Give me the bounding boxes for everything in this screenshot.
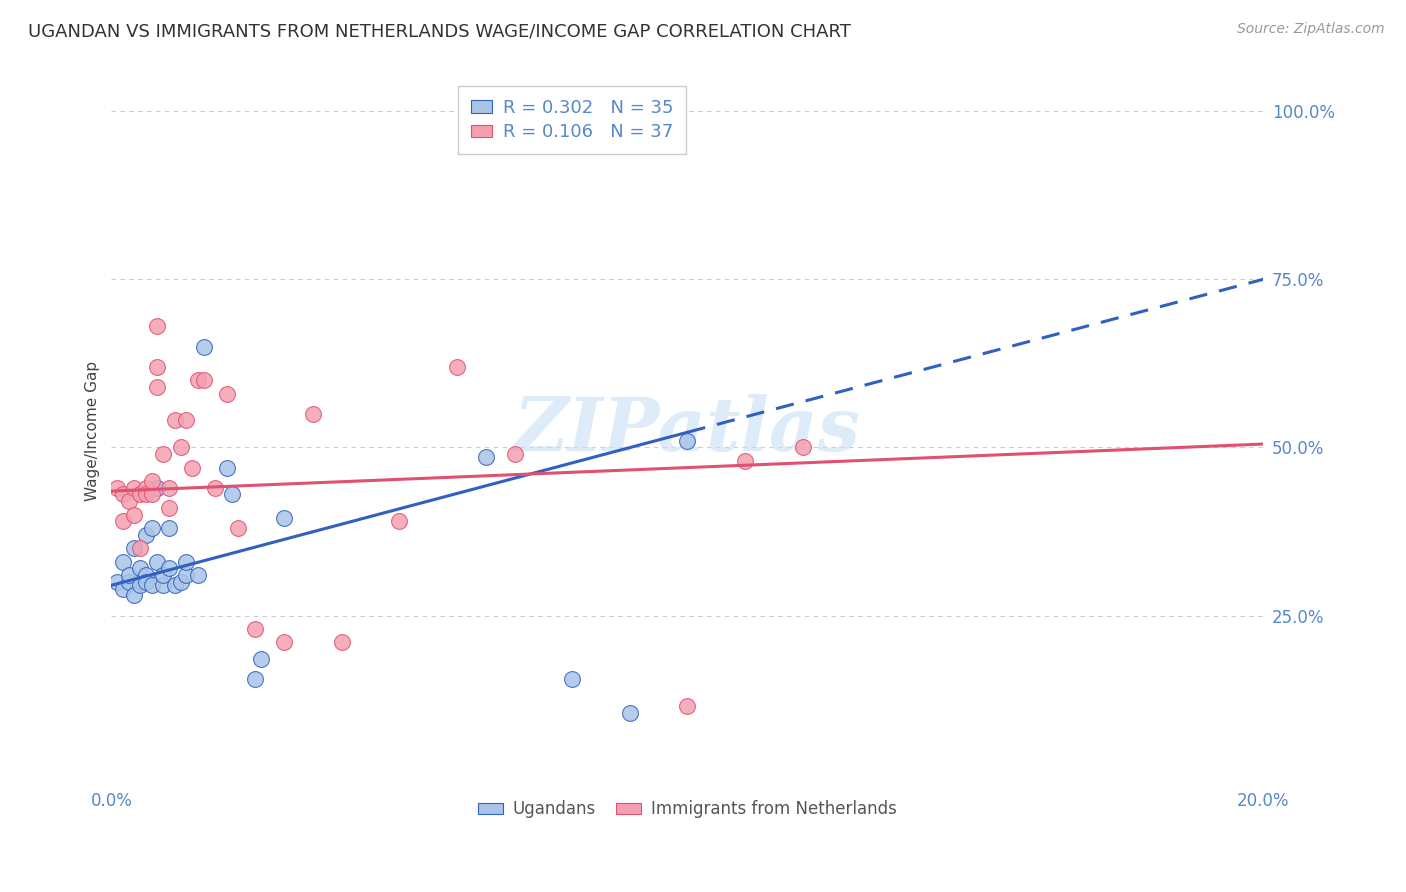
Point: [187, 568, 209, 582]
Point: [152, 568, 174, 582]
Point: [245, 622, 267, 636]
Point: [204, 481, 226, 495]
Point: [129, 578, 152, 592]
Point: [146, 555, 169, 569]
Point: [118, 494, 141, 508]
Point: [141, 474, 163, 488]
Point: [141, 521, 163, 535]
Point: [174, 555, 197, 569]
Point: [676, 434, 699, 448]
Point: [388, 515, 411, 529]
Point: [135, 574, 157, 589]
Point: [163, 413, 186, 427]
Point: [141, 578, 163, 592]
Point: [157, 561, 180, 575]
Point: [169, 574, 191, 589]
Point: [129, 487, 152, 501]
Point: [157, 500, 180, 515]
Point: [118, 574, 141, 589]
Point: [792, 441, 814, 455]
Point: [157, 521, 180, 535]
Point: [181, 460, 204, 475]
Point: [146, 319, 169, 334]
Point: [330, 635, 353, 649]
Point: [446, 359, 468, 374]
Point: [141, 487, 163, 501]
Point: [111, 582, 134, 596]
Point: [129, 561, 152, 575]
Point: [169, 441, 191, 455]
Point: [734, 454, 756, 468]
Point: [146, 380, 169, 394]
Point: [215, 460, 238, 475]
Point: [226, 521, 249, 535]
Point: [152, 447, 174, 461]
Point: [302, 407, 325, 421]
Point: [215, 386, 238, 401]
Point: [111, 487, 134, 501]
Point: [273, 635, 295, 649]
Point: [163, 578, 186, 592]
Point: [187, 373, 209, 387]
Y-axis label: Wage/Income Gap: Wage/Income Gap: [86, 360, 100, 500]
Point: [146, 481, 169, 495]
Point: [475, 450, 498, 465]
Point: [152, 578, 174, 592]
Point: [174, 413, 197, 427]
Point: [111, 555, 134, 569]
Legend: Ugandans, Immigrants from Netherlands: Ugandans, Immigrants from Netherlands: [471, 794, 904, 825]
Point: [105, 481, 128, 495]
Text: Source: ZipAtlas.com: Source: ZipAtlas.com: [1237, 22, 1385, 37]
Point: [676, 699, 699, 714]
Point: [118, 568, 141, 582]
Point: [193, 373, 215, 387]
Point: [157, 481, 180, 495]
Point: [193, 339, 215, 353]
Point: [124, 588, 146, 602]
Point: [619, 706, 641, 720]
Point: [105, 574, 128, 589]
Point: [221, 487, 243, 501]
Point: [273, 511, 295, 525]
Point: [135, 568, 157, 582]
Point: [135, 487, 157, 501]
Point: [561, 673, 583, 687]
Point: [129, 541, 152, 556]
Point: [174, 568, 197, 582]
Text: ZIPatlas: ZIPatlas: [515, 394, 860, 467]
Point: [111, 515, 134, 529]
Point: [503, 447, 526, 461]
Point: [146, 359, 169, 374]
Point: [124, 508, 146, 522]
Point: [245, 673, 267, 687]
Point: [124, 481, 146, 495]
Point: [124, 541, 146, 556]
Text: UGANDAN VS IMMIGRANTS FROM NETHERLANDS WAGE/INCOME GAP CORRELATION CHART: UGANDAN VS IMMIGRANTS FROM NETHERLANDS W…: [28, 22, 851, 40]
Point: [135, 481, 157, 495]
Point: [135, 528, 157, 542]
Point: [250, 652, 273, 666]
